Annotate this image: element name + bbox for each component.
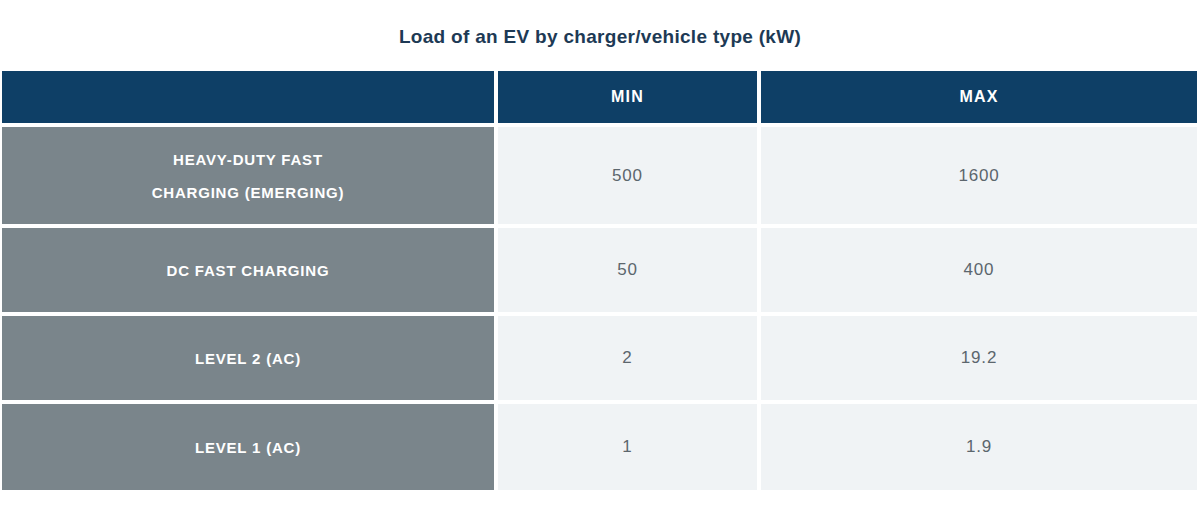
cell-dc-fast-min: 50: [498, 228, 757, 312]
cell-level2-max: 19.2: [761, 316, 1197, 400]
cell-level2-min: 2: [498, 316, 757, 400]
cell-heavy-duty-min: 500: [498, 127, 757, 224]
row-label-line: LEVEL 2 (AC): [195, 342, 301, 375]
row-label-level-1-ac: LEVEL 1 (AC): [2, 404, 494, 490]
cell-level1-max: 1.9: [761, 404, 1197, 490]
ev-load-table: MIN MAX HEAVY-DUTY FAST CHARGING (EMERGI…: [2, 71, 1197, 490]
row-label-level-2-ac: LEVEL 2 (AC): [2, 316, 494, 400]
header-cell-empty: [2, 71, 494, 123]
row-label-line: DC FAST CHARGING: [167, 254, 330, 287]
row-label-line: LEVEL 1 (AC): [195, 431, 301, 464]
row-label-line: CHARGING (EMERGING): [152, 176, 345, 209]
row-label-heavy-duty-fast-charging: HEAVY-DUTY FAST CHARGING (EMERGING): [2, 127, 494, 224]
header-cell-max: MAX: [761, 71, 1197, 123]
cell-dc-fast-max: 400: [761, 228, 1197, 312]
header-cell-min: MIN: [498, 71, 757, 123]
cell-level1-min: 1: [498, 404, 757, 490]
table-title: Load of an EV by charger/vehicle type (k…: [0, 0, 1200, 48]
row-label-line: HEAVY-DUTY FAST: [173, 143, 323, 176]
row-label-dc-fast-charging: DC FAST CHARGING: [2, 228, 494, 312]
cell-heavy-duty-max: 1600: [761, 127, 1197, 224]
